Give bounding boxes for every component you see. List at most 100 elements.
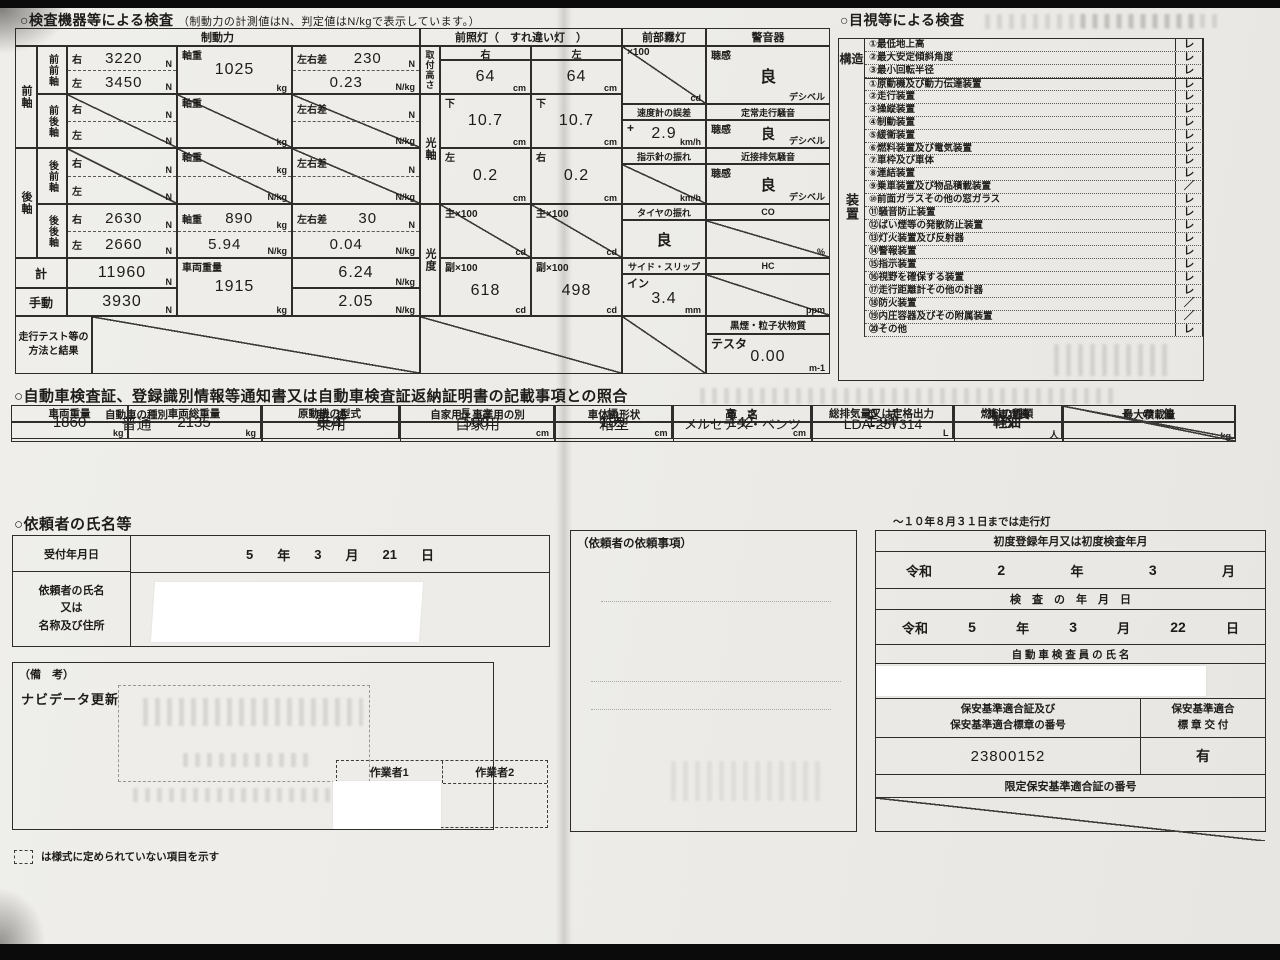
faint-line [591,681,841,682]
checkmark: レ [1175,129,1203,142]
machine-inspection-title: ○検査機器等による検査 （制動力の計測値はN、判定値はN/kgで表示しています。… [20,10,480,30]
unit-nkg: N/kg [395,246,415,256]
low-beam-left: 副×100 498 cd [531,258,622,316]
checkmark: レ [1175,116,1203,129]
checklist-item-label: ②走行装置 [869,90,916,102]
left-label: 左 [72,241,82,252]
intensity-label: 光度 [420,204,440,316]
braking-force-header: 制動力 [15,28,420,46]
unit-cd: cd [515,305,526,315]
unit-n: N [165,246,173,256]
unit-decibel: デシベル [788,192,825,202]
month-label: 月 [1117,620,1131,636]
speed-error-value: 2.9 [651,125,677,142]
headlight-header: 前照灯（ すれ違い灯 ） [420,28,622,46]
inspection-dates-box: 初度登録年月又は初度検査年月 令和 2 年 3 月 検 査 の 年 月 日 令和… [875,530,1266,841]
exhaust-noise-good: 良 [760,176,776,194]
checklist-item: ⑲内圧容器及びその附属装置 ／ [865,310,1203,324]
mark-issue-header: 保安基準適合 標 章 交 付 [1141,699,1265,737]
low-beam-right: 副×100 618 cd [440,258,531,316]
cert-number-header: 保安基準適合証及び 保安基準適合標章の番号 [876,699,1141,737]
redacted-inspector-name [876,666,1206,696]
run-test-empty [92,316,420,374]
unit-decibel: デシベル [788,136,825,146]
registration-title: ○自動車検査証、登録識別情報等通知書又は自動車検査証返納証明書の記載事項との照合 [14,388,628,405]
checklist-item-label: ⑪騒音防止装置 [869,207,936,219]
mark-header-line1: 保安基準適合 [1171,703,1235,716]
axis-v-right-value: 10.7 [467,112,504,129]
unit-cm: cm [654,428,668,438]
main-beam-right-empty: 主×100 cd [440,204,531,258]
checkmark: ／ [1175,181,1203,194]
total-value: 11960 [97,264,147,281]
checklist-item-label: ③最小回転半径 [869,64,935,76]
front-axle-group-label: 前軸 [15,46,37,148]
diff-label: 左右差 [297,214,327,226]
requester-box: 受付年月日 5 年 3 月 21 日 依頼者の氏名 又は 名称及び住所 [12,535,550,647]
headlight-right-col-header: 右 [440,46,531,61]
right-label: 右 [72,55,82,66]
checklist-item: ②最大安定傾斜角度 レ [865,51,1203,65]
checkmark: ／ [1175,297,1203,310]
rear-axle-group-label: 後軸 [15,148,37,258]
checkmark: レ [1175,39,1203,51]
requester-title: ○依頼者の氏名等 [14,516,133,533]
checklist-item: ①最低地上高 レ [865,39,1203,52]
manual-ratio-cell: 2.05 N/kg [292,288,420,316]
axle-weight-rear-front-empty: 軸重 kg N/kg [177,148,292,204]
run-test-label: 走行テスト等の方法と結果 [15,316,92,374]
axle-ratio-value: 5.94 [208,236,242,253]
tester-label: テスタ [711,337,748,351]
checklist-item: ③最小回転半径 レ [865,64,1203,78]
cert-value-row: 23800152 有 [876,738,1265,775]
bleed-mark [700,388,1120,404]
exhaust-noise-header: 近接排気騒音 [706,148,830,164]
diff-label: 左右差 [297,55,327,66]
vehicle-weight-label: 車両重量 [182,263,222,274]
unit-cm: cm [603,83,617,93]
unit-cd: cd [606,305,617,315]
unit-nkg: N/kg [395,305,415,315]
checklist-item: ④制動装置 レ [865,116,1203,130]
requester-name-label: 依頼者の氏名 又は 名称及び住所 [13,572,131,646]
footnote-text: は様式に定められていない項目を示す [41,851,220,863]
unit-nkg: N/kg [395,277,415,287]
machine-inspection-table: 制動力 前照灯（ すれ違い灯 ） 前部霧灯 警音器 前軸 後軸 前前軸 前後軸 … [15,28,830,374]
manual-value: 3930 [102,293,142,310]
unit-kg: kg [276,165,287,175]
checklist-item: ⑪騒音防止装置 レ [865,207,1203,221]
unit-decibel: デシベル [788,92,825,102]
unit-cd: cd [515,247,526,257]
checklist-item: ⑨乗車装置及び物品積載装置 ／ [865,181,1203,195]
unit-kg: kg [276,137,287,147]
unit-persons: 人 [1049,430,1059,440]
low-beam-right-value: 618 [470,282,501,299]
checklist-item: ⑬灯火装置及び反射器 レ [865,233,1203,246]
mount-height-left-value: 64 [566,68,587,85]
x100-label: ×100 [627,47,650,58]
gross-weight-value: 2135 [177,413,211,431]
first-reg-month: 3 [1148,562,1157,578]
unit-n: N [408,110,416,120]
curb-weight-value: 1860 [52,413,87,431]
axle-weight-label: 軸重 [182,214,202,226]
unit-kg: kg [245,428,256,438]
right-label: 右 [72,214,82,226]
inspection-day: 22 [1170,619,1186,635]
unit-cm: cm [512,83,526,93]
smoke-value-cell: テスタ 0.00 m-1 [706,334,830,374]
brake-values-rear-front-empty: 右 N 左 N [67,148,177,204]
co-empty: % [706,220,830,258]
engine-model-value: 654 [259,405,400,439]
displacement-cell: 1.94 L [809,405,954,439]
cert-header-line1: 保安基準適合証及び [960,703,1056,716]
smoke-value: 0.00 [750,348,786,365]
checklist-item-label: ⑭警報装置 [869,246,917,257]
structure-group-label: 構造 [839,39,865,78]
receipt-month: 3 [314,546,322,562]
inspection-month: 3 [1069,619,1077,635]
down-label: 下 [445,99,455,110]
checklist-item: ⑭警報装置 レ [865,246,1203,259]
tire-runout-header: タイヤの振れ [622,204,706,220]
requester-name-label-2: 又は [60,602,83,615]
